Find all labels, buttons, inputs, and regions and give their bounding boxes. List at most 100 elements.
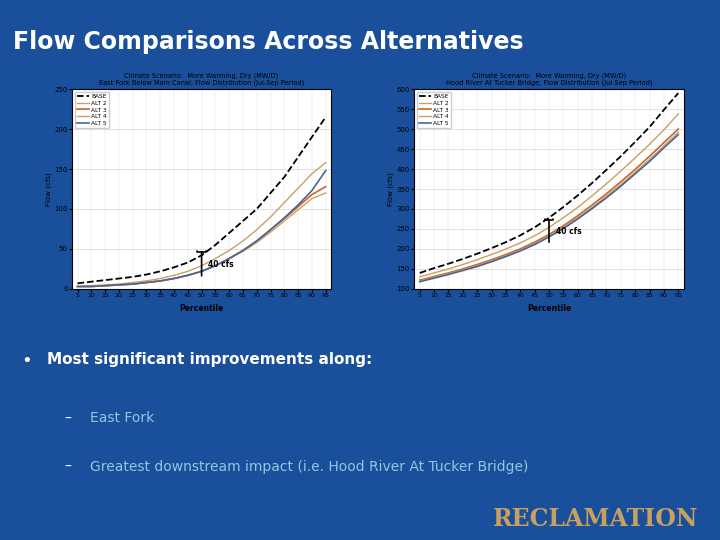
BASE (444, 260, 453, 267)
Text: 40 cfs: 40 cfs (209, 260, 234, 269)
ALT 2 (444, 266, 453, 272)
BASE (294, 154, 302, 160)
ALT 2 (321, 159, 330, 166)
ALT 2 (531, 233, 539, 239)
ALT 5 (73, 284, 82, 290)
ALT 5 (156, 278, 165, 284)
ALT 4 (101, 282, 109, 289)
ALT 2 (128, 279, 137, 286)
ALT 3 (238, 247, 247, 254)
ALT 3 (660, 139, 668, 146)
Text: East Fork: East Fork (90, 411, 154, 426)
Line: ALT 5: ALT 5 (78, 171, 325, 287)
ALT 5 (531, 241, 539, 248)
BASE (128, 274, 137, 280)
ALT 5 (238, 247, 247, 254)
BASE (430, 265, 438, 272)
ALT 4 (430, 274, 438, 281)
Title: Climate Scenario:  More Warming, Dry (MW/D)
East Fork Below Main Canal, Flow Dis: Climate Scenario: More Warming, Dry (MW/… (99, 72, 305, 86)
ALT 5 (197, 268, 206, 274)
ALT 5 (128, 281, 137, 287)
ALT 2 (674, 111, 683, 117)
ALT 3 (156, 278, 165, 284)
ALT 3 (170, 275, 179, 282)
Line: ALT 3: ALT 3 (420, 129, 678, 280)
ALT 3 (602, 191, 611, 197)
ALT 5 (321, 167, 330, 174)
ALT 5 (253, 238, 261, 244)
ALT 4 (660, 143, 668, 149)
BASE (631, 139, 639, 145)
ALT 4 (516, 247, 525, 253)
ALT 2 (473, 256, 482, 263)
ALT 4 (545, 233, 554, 239)
ALT 4 (573, 214, 582, 221)
ALT 4 (294, 206, 302, 213)
ALT 5 (545, 234, 554, 240)
BASE (602, 166, 611, 173)
ALT 2 (459, 261, 467, 268)
Text: RECLAMATION: RECLAMATION (493, 507, 698, 531)
ALT 4 (87, 284, 96, 290)
ALT 4 (238, 248, 247, 254)
ALT 5 (415, 279, 424, 285)
ALT 2 (280, 199, 289, 206)
ALT 4 (73, 284, 82, 290)
ALT 4 (253, 239, 261, 246)
ALT 5 (516, 248, 525, 254)
BASE (545, 214, 554, 221)
BASE (170, 264, 179, 271)
ALT 3 (321, 184, 330, 190)
BASE (211, 242, 220, 248)
ALT 5 (211, 262, 220, 269)
ALT 4 (170, 275, 179, 282)
ALT 3 (294, 204, 302, 210)
ALT 4 (156, 278, 165, 284)
BASE (487, 245, 496, 252)
Text: –: – (65, 411, 72, 426)
ALT 2 (602, 180, 611, 187)
BASE (114, 275, 123, 282)
Line: BASE: BASE (78, 117, 325, 284)
Line: ALT 2: ALT 2 (78, 163, 325, 287)
BASE (73, 280, 82, 287)
Line: ALT 2: ALT 2 (420, 114, 678, 277)
ALT 4 (128, 281, 137, 287)
ALT 5 (645, 158, 654, 165)
ALT 5 (444, 271, 453, 278)
ALT 2 (294, 185, 302, 192)
BASE (616, 153, 625, 159)
ALT 2 (645, 141, 654, 147)
BASE (321, 114, 330, 120)
ALT 4 (415, 278, 424, 284)
ALT 5 (602, 194, 611, 201)
ALT 3 (197, 268, 206, 274)
ALT 3 (280, 215, 289, 222)
ALT 5 (184, 272, 192, 279)
Y-axis label: Flow (cfs): Flow (cfs) (387, 172, 394, 206)
ALT 5 (473, 264, 482, 270)
ALT 4 (473, 262, 482, 269)
ALT 3 (415, 277, 424, 284)
ALT 3 (225, 255, 233, 262)
BASE (573, 192, 582, 199)
ALT 2 (573, 204, 582, 211)
BASE (645, 124, 654, 130)
ALT 2 (253, 226, 261, 233)
ALT 2 (211, 255, 220, 262)
ALT 2 (266, 214, 275, 220)
ALT 4 (631, 169, 639, 176)
ALT 2 (87, 282, 96, 289)
ALT 3 (73, 284, 82, 290)
ALT 5 (573, 215, 582, 222)
ALT 4 (502, 253, 510, 259)
ALT 4 (142, 279, 150, 286)
Legend: BASE, ALT 2, ALT 3, ALT 4, ALT 5: BASE, ALT 2, ALT 3, ALT 4, ALT 5 (417, 92, 451, 128)
ALT 3 (128, 281, 137, 287)
ALT 3 (616, 179, 625, 185)
BASE (87, 279, 96, 285)
ALT 2 (184, 268, 192, 274)
ALT 3 (142, 279, 150, 286)
ALT 3 (307, 191, 316, 198)
ALT 2 (487, 251, 496, 258)
